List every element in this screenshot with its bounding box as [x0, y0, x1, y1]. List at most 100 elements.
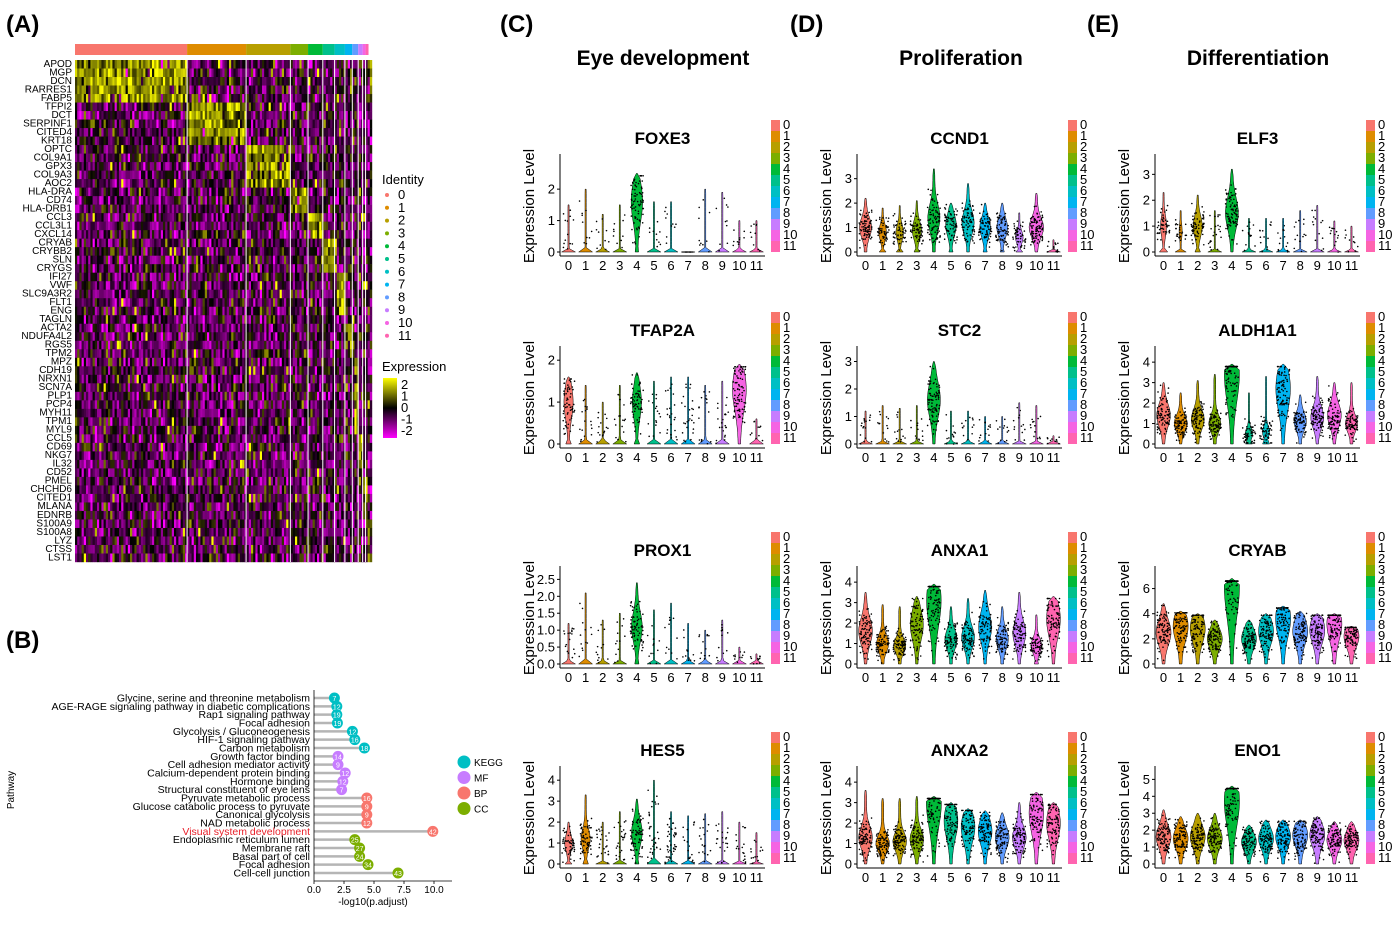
heatmap-cell	[246, 153, 249, 163]
heatmap-cell	[273, 77, 276, 86]
heatmap-cell	[211, 306, 214, 316]
heatmap-cell	[136, 323, 139, 333]
heatmap-cell	[165, 153, 168, 163]
heatmap-cell	[97, 111, 100, 120]
heatmap-cell	[220, 323, 223, 333]
heatmap-cell	[158, 128, 161, 137]
heatmap-cell	[339, 60, 342, 69]
heatmap-cell	[286, 247, 289, 256]
heatmap-cell	[158, 204, 161, 214]
heatmap-cell	[189, 162, 192, 171]
heatmap-cell	[229, 145, 232, 154]
heatmap-cell	[187, 187, 190, 197]
heatmap-cell	[185, 213, 188, 222]
heatmap-cell	[251, 162, 254, 171]
heatmap-cell	[248, 264, 252, 273]
heatmap-cell	[158, 85, 161, 95]
heatmap-cell	[193, 230, 197, 239]
heatmap-cell	[242, 340, 245, 350]
heatmap-cell	[97, 170, 100, 180]
heatmap-cell	[99, 323, 102, 333]
heatmap-cell	[259, 221, 263, 231]
heatmap-cell	[281, 323, 285, 333]
heatmap-cell	[103, 162, 106, 171]
heatmap-cell	[286, 264, 289, 273]
heatmap-cell	[154, 315, 157, 324]
heatmap-cell	[213, 85, 216, 95]
heatmap-cell	[363, 162, 366, 171]
heatmap-cell	[262, 323, 265, 333]
heatmap-cell	[209, 111, 212, 120]
heatmap-cell	[121, 264, 124, 273]
heatmap-cell	[160, 315, 164, 324]
heatmap-cell	[323, 102, 326, 112]
heatmap-cell	[290, 162, 293, 171]
heatmap-cell	[114, 162, 117, 171]
heatmap-cell	[268, 128, 271, 137]
heatmap-cell	[200, 68, 203, 78]
heatmap-cell	[290, 94, 293, 103]
heatmap-cell	[352, 298, 355, 307]
heatmap-cell	[136, 187, 139, 197]
heatmap-cell	[220, 230, 223, 239]
heatmap-cell	[253, 340, 256, 350]
heatmap-cell	[149, 221, 153, 231]
heatmap-cell	[317, 68, 320, 78]
heatmap-cell	[306, 68, 309, 78]
heatmap-cell	[165, 111, 168, 120]
heatmap-cell	[204, 281, 208, 290]
heatmap-cell	[240, 323, 243, 333]
heatmap-cell	[77, 170, 80, 180]
heatmap-cell	[171, 357, 175, 367]
heatmap-cell	[167, 170, 170, 180]
heatmap-cell	[231, 128, 234, 137]
heatmap-cell	[130, 85, 133, 95]
heatmap-cell	[136, 238, 139, 248]
heatmap-cell	[369, 298, 373, 307]
heatmap-cell	[218, 357, 221, 367]
heatmap-cell	[125, 85, 128, 95]
heatmap-cell	[363, 145, 366, 154]
heatmap-cell	[149, 128, 153, 137]
heatmap-cell	[167, 85, 170, 95]
heatmap-cell	[198, 187, 201, 197]
heatmap-cell	[270, 349, 274, 358]
heatmap-cell	[365, 136, 368, 146]
heatmap-cell	[110, 196, 113, 205]
heatmap-cell	[259, 162, 263, 171]
heatmap-cell	[114, 315, 117, 324]
heatmap-cell	[187, 196, 190, 205]
heatmap-cell	[290, 136, 293, 146]
heatmap-cell	[336, 247, 340, 256]
heatmap-cell	[246, 187, 249, 197]
heatmap-cell	[127, 349, 131, 358]
heatmap-cell	[81, 128, 84, 137]
heatmap-cell	[312, 349, 315, 358]
heatmap-cell	[132, 68, 135, 78]
heatmap-cell	[297, 221, 300, 231]
heatmap-cell	[248, 204, 252, 214]
heatmap-cell	[202, 77, 205, 86]
heatmap-cell	[178, 170, 181, 180]
heatmap-cell	[277, 255, 280, 265]
heatmap-cell	[154, 153, 157, 163]
heatmap-cell	[152, 306, 155, 316]
heatmap-cell	[299, 170, 302, 180]
heatmap-cell	[127, 94, 131, 103]
heatmap-cell	[273, 298, 276, 307]
heatmap-cell	[330, 170, 333, 180]
heatmap-cell	[325, 145, 329, 154]
heatmap-cell	[317, 162, 320, 171]
heatmap-cell	[314, 247, 318, 256]
heatmap-cell	[77, 323, 80, 333]
heatmap-cell	[207, 238, 210, 248]
heatmap-cell	[319, 162, 322, 171]
heatmap-cell	[288, 332, 291, 341]
heatmap-cell	[156, 187, 159, 197]
heatmap-cell	[176, 153, 179, 163]
heatmap-cell	[270, 162, 274, 171]
heatmap-cell	[367, 221, 370, 231]
heatmap-cell	[169, 153, 172, 163]
heatmap-cell	[189, 366, 192, 376]
heatmap-cell	[279, 128, 282, 137]
